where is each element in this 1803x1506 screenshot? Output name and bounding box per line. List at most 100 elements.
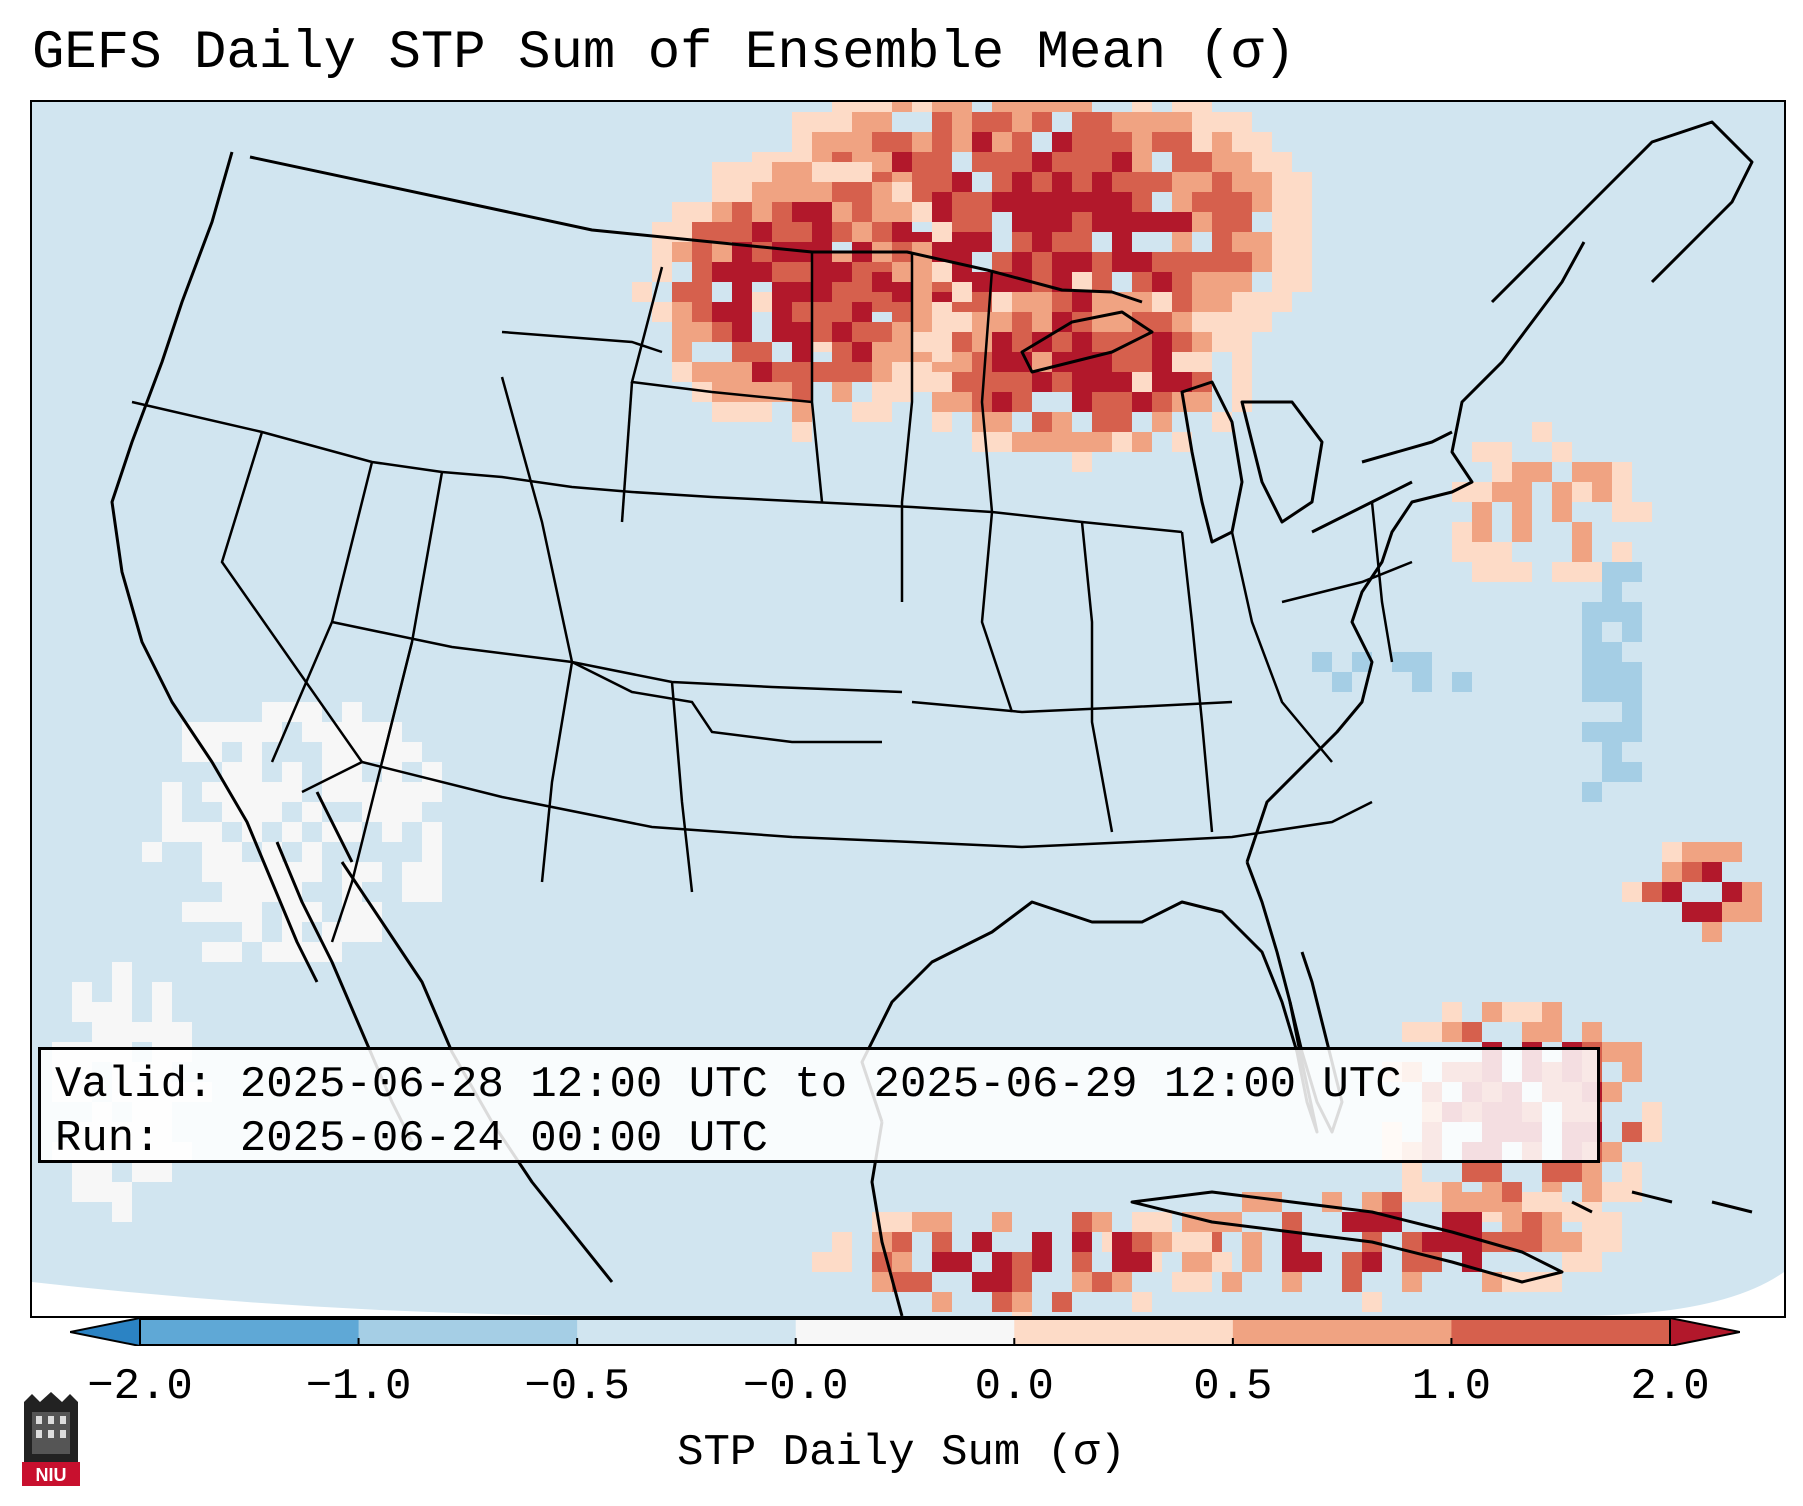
anomaly-cell xyxy=(1642,1122,1662,1142)
anomaly-cell xyxy=(402,802,422,822)
anomaly-cell xyxy=(1422,1232,1442,1252)
anomaly-cell xyxy=(992,252,1012,272)
anomaly-cell xyxy=(302,902,322,922)
anomaly-cell xyxy=(1172,192,1192,212)
anomaly-cell xyxy=(1442,1212,1462,1232)
anomaly-cell xyxy=(1152,312,1172,332)
anomaly-cell xyxy=(772,202,792,222)
anomaly-cell xyxy=(262,782,282,802)
anomaly-cell xyxy=(1092,272,1112,292)
anomaly-cell xyxy=(1532,422,1552,442)
anomaly-cell xyxy=(1402,1022,1422,1042)
anomaly-cell xyxy=(1032,232,1052,252)
anomaly-cell xyxy=(932,372,952,392)
anomaly-cell xyxy=(872,152,892,172)
anomaly-cell xyxy=(992,132,1012,152)
anomaly-cell xyxy=(1462,1162,1482,1182)
anomaly-cell xyxy=(852,222,872,242)
anomaly-cell xyxy=(1172,392,1192,412)
anomaly-cell xyxy=(912,302,932,322)
anomaly-cell xyxy=(1092,112,1112,132)
anomaly-cell xyxy=(872,402,892,422)
anomaly-cell xyxy=(972,152,992,172)
anomaly-cell xyxy=(1232,192,1252,212)
anomaly-cell xyxy=(1642,882,1662,902)
anomaly-cell xyxy=(322,782,342,802)
anomaly-cell xyxy=(672,202,692,222)
anomaly-cell xyxy=(1662,862,1682,882)
anomaly-cell xyxy=(972,212,992,232)
anomaly-cell xyxy=(1052,432,1072,452)
anomaly-cell xyxy=(1112,352,1132,372)
anomaly-cell xyxy=(832,302,852,322)
anomaly-cell xyxy=(952,172,972,192)
anomaly-cell xyxy=(692,282,712,302)
anomaly-cell xyxy=(1622,622,1642,642)
anomaly-cell xyxy=(752,362,772,382)
anomaly-cell xyxy=(1072,192,1092,212)
anomaly-cell xyxy=(132,1162,152,1182)
anomaly-cell xyxy=(1032,372,1052,392)
anomaly-cell xyxy=(1192,132,1212,152)
anomaly-cell xyxy=(992,1252,1012,1272)
anomaly-cell xyxy=(1382,1192,1402,1212)
anomaly-cell xyxy=(852,112,872,132)
anomaly-cell xyxy=(1522,1192,1542,1212)
anomaly-cell xyxy=(1582,1212,1602,1232)
anomaly-cell xyxy=(792,422,812,442)
anomaly-cell xyxy=(1602,1042,1622,1062)
anomaly-cell xyxy=(1092,372,1112,392)
anomaly-cell xyxy=(222,882,242,902)
anomaly-cell xyxy=(112,1022,132,1042)
anomaly-cell xyxy=(732,402,752,422)
anomaly-cell xyxy=(1032,252,1052,272)
anomaly-cell xyxy=(1052,412,1072,432)
anomaly-cell xyxy=(792,382,812,402)
anomaly-cell xyxy=(932,392,952,412)
anomaly-cell xyxy=(1052,312,1072,332)
anomaly-cell xyxy=(92,1022,112,1042)
anomaly-cell xyxy=(342,782,362,802)
anomaly-cell xyxy=(892,1252,912,1272)
anomaly-cell xyxy=(812,262,832,282)
anomaly-cell xyxy=(952,282,972,302)
anomaly-cell xyxy=(972,272,992,292)
anomaly-cell xyxy=(112,1002,132,1022)
anomaly-cell xyxy=(1012,432,1032,452)
anomaly-cell xyxy=(1622,1062,1642,1082)
anomaly-cell xyxy=(1192,102,1212,112)
anomaly-cell xyxy=(132,1022,152,1042)
anomaly-cell xyxy=(712,182,732,202)
anomaly-cell xyxy=(1352,652,1372,672)
anomaly-cell xyxy=(1362,1252,1382,1272)
anomaly-cell xyxy=(1112,232,1132,252)
anomaly-cell xyxy=(1622,682,1642,702)
anomaly-cell xyxy=(972,192,992,212)
anomaly-cell xyxy=(1232,372,1252,392)
anomaly-cell xyxy=(422,782,442,802)
niu-logo: NIU xyxy=(22,1392,80,1486)
anomaly-cell xyxy=(1172,112,1192,132)
anomaly-cell xyxy=(692,362,712,382)
anomaly-cell xyxy=(1362,1192,1382,1212)
colorbar-segment xyxy=(795,1318,1015,1346)
anomaly-cell xyxy=(1192,332,1212,352)
anomaly-cell xyxy=(1052,1292,1072,1312)
anomaly-cell xyxy=(1012,372,1032,392)
anomaly-cell xyxy=(972,132,992,152)
anomaly-cell xyxy=(1152,272,1172,292)
anomaly-cell xyxy=(952,1252,972,1272)
anomaly-cell xyxy=(1092,192,1112,212)
atlantic-coast xyxy=(1245,241,1586,863)
anomaly-cell xyxy=(1292,272,1312,292)
anomaly-cell xyxy=(852,342,872,362)
anomaly-cell xyxy=(1092,1272,1112,1292)
anomaly-cell xyxy=(1582,1182,1602,1202)
anomaly-cell xyxy=(1602,762,1622,782)
anomaly-cell xyxy=(1052,192,1072,212)
anomaly-cell xyxy=(752,292,772,312)
anomaly-cell xyxy=(792,362,812,382)
anomaly-cell xyxy=(1212,312,1232,332)
anomaly-cell xyxy=(752,222,772,242)
anomaly-cell xyxy=(1072,1272,1092,1292)
